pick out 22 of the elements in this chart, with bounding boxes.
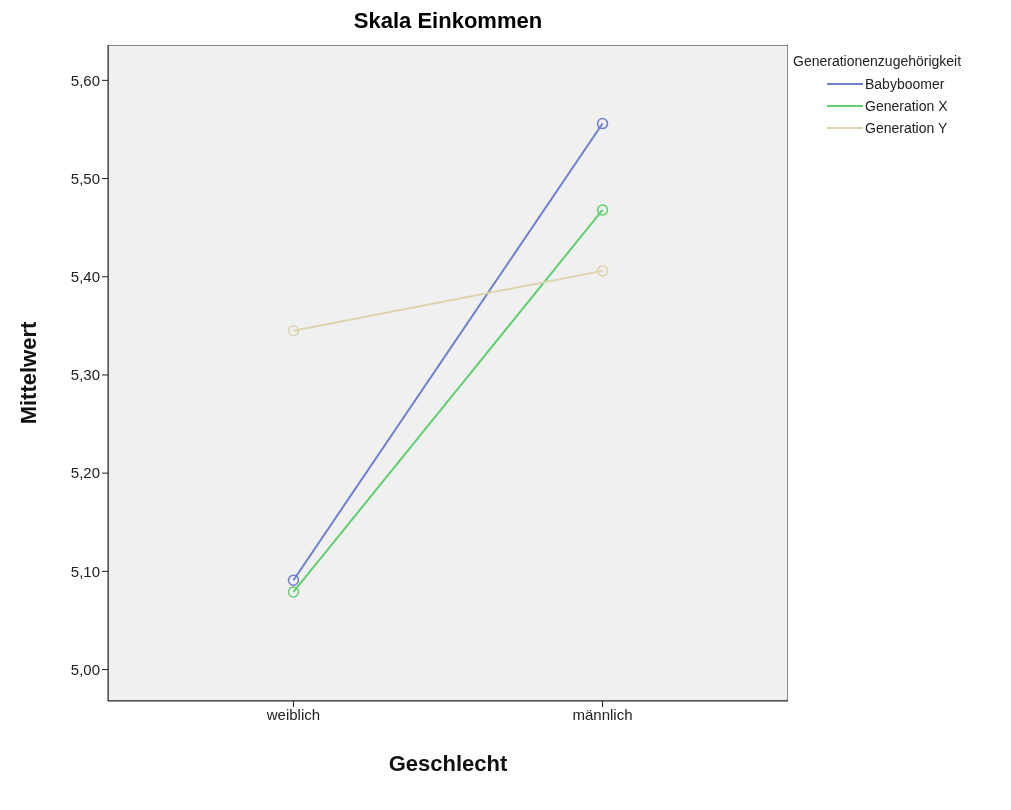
point: [287, 325, 300, 337]
y-tick-label: 5,40: [70, 268, 100, 286]
point: [596, 204, 609, 216]
y-axis-title: Mittelwert: [15, 321, 41, 425]
y-tick-label: 5,10: [70, 562, 100, 580]
point: [596, 117, 609, 130]
legend-label: Babyboomer: [865, 76, 945, 92]
legend-label: Generation X: [865, 98, 948, 114]
legend-title: Generationenzugehörigkeit: [793, 53, 963, 69]
y-tick-label: 5,30: [70, 366, 100, 384]
point: [287, 586, 300, 598]
x-tick-label: männlich: [572, 705, 633, 723]
point: [596, 265, 609, 277]
y-tick-label: 5,50: [70, 169, 100, 187]
y-tick-label: 5,20: [70, 464, 100, 482]
chart-title: Skala Einkommen: [352, 8, 544, 34]
legend-label: Generation Y: [865, 120, 948, 136]
point: [287, 574, 300, 586]
x-tick-label: weiblich: [265, 705, 321, 723]
y-tick-label: 5,60: [70, 71, 100, 89]
x-axis-title: Geschlecht: [388, 751, 508, 776]
y-tick-label: 5,00: [70, 660, 100, 678]
